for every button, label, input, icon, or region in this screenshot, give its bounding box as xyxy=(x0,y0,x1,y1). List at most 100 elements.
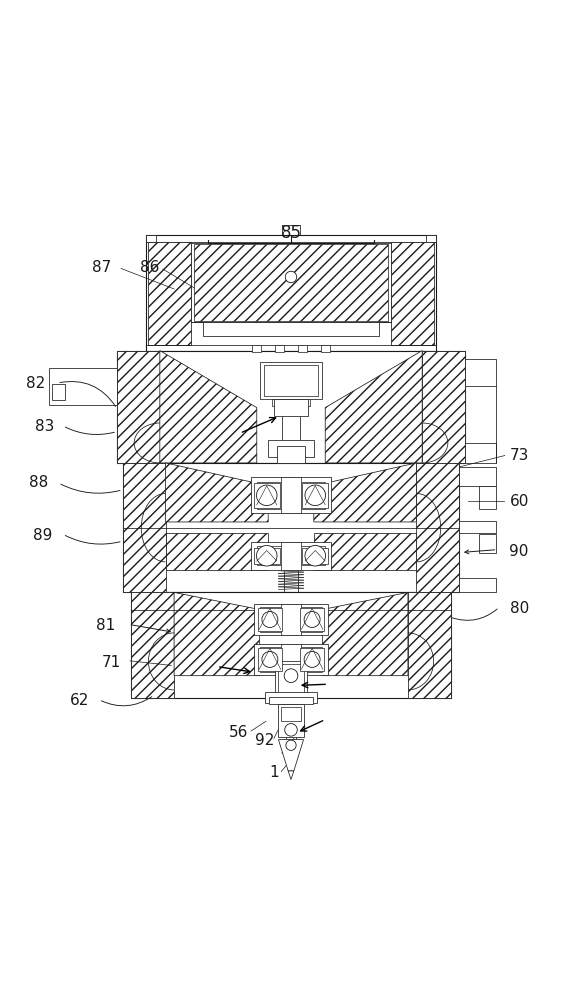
Text: 62: 62 xyxy=(70,693,90,708)
Polygon shape xyxy=(417,463,459,592)
Polygon shape xyxy=(165,463,268,522)
Bar xyxy=(258,648,282,671)
Bar xyxy=(191,243,391,322)
Bar xyxy=(265,692,317,703)
Bar xyxy=(281,542,301,570)
Bar xyxy=(275,345,284,352)
Bar xyxy=(252,345,261,352)
Bar xyxy=(479,486,496,509)
Bar xyxy=(203,322,379,336)
Bar xyxy=(251,477,331,513)
Circle shape xyxy=(286,740,296,750)
Text: 71: 71 xyxy=(102,655,121,670)
Bar xyxy=(278,664,304,693)
Text: 73: 73 xyxy=(509,448,529,463)
FancyArrowPatch shape xyxy=(465,550,495,554)
Bar xyxy=(269,697,313,704)
Polygon shape xyxy=(391,242,434,345)
Bar xyxy=(123,463,459,592)
Bar xyxy=(459,467,496,486)
Bar xyxy=(281,399,288,406)
Bar xyxy=(300,608,324,631)
Bar xyxy=(304,399,310,406)
Bar xyxy=(257,482,325,509)
Bar xyxy=(254,483,279,508)
Bar xyxy=(479,534,496,553)
Circle shape xyxy=(285,271,297,283)
Bar xyxy=(281,707,301,721)
Bar xyxy=(260,647,322,672)
Bar xyxy=(459,578,496,592)
FancyArrowPatch shape xyxy=(60,382,116,406)
Bar xyxy=(272,399,278,406)
Polygon shape xyxy=(148,242,191,345)
Polygon shape xyxy=(325,351,422,463)
Text: 88: 88 xyxy=(29,475,48,490)
Bar xyxy=(298,345,307,352)
Bar xyxy=(260,362,322,399)
Text: 60: 60 xyxy=(509,494,529,509)
FancyArrowPatch shape xyxy=(65,536,120,544)
Bar xyxy=(258,608,282,631)
Circle shape xyxy=(304,612,320,627)
Text: 56: 56 xyxy=(229,725,248,740)
FancyArrowPatch shape xyxy=(452,609,497,620)
FancyArrowPatch shape xyxy=(65,427,114,434)
Text: 83: 83 xyxy=(35,419,54,434)
Polygon shape xyxy=(322,592,408,676)
Bar xyxy=(257,546,325,565)
Bar xyxy=(254,604,328,635)
Polygon shape xyxy=(288,771,294,779)
Bar xyxy=(281,604,301,635)
Text: 86: 86 xyxy=(140,260,160,275)
Circle shape xyxy=(305,545,325,566)
Bar xyxy=(268,440,314,457)
Polygon shape xyxy=(165,533,268,570)
Bar xyxy=(146,235,156,242)
Polygon shape xyxy=(123,463,165,592)
Bar xyxy=(281,644,301,675)
Polygon shape xyxy=(422,351,465,463)
Bar xyxy=(117,351,465,463)
Bar xyxy=(321,345,330,352)
Bar xyxy=(260,607,322,632)
Bar xyxy=(303,548,328,564)
Text: 80: 80 xyxy=(509,601,529,616)
Polygon shape xyxy=(314,463,417,522)
Bar xyxy=(465,443,496,463)
Polygon shape xyxy=(194,244,388,321)
Text: 92: 92 xyxy=(254,733,274,748)
Polygon shape xyxy=(160,351,257,463)
Bar xyxy=(426,235,436,242)
Circle shape xyxy=(285,724,297,736)
Bar xyxy=(303,483,328,508)
Bar xyxy=(275,661,307,696)
Bar xyxy=(459,521,496,533)
Text: 81: 81 xyxy=(96,618,115,633)
Bar xyxy=(300,648,324,671)
Bar xyxy=(294,399,301,406)
Circle shape xyxy=(304,651,320,667)
Circle shape xyxy=(257,545,277,566)
Bar xyxy=(264,365,318,396)
Text: 91: 91 xyxy=(280,742,300,757)
Polygon shape xyxy=(314,533,417,570)
Polygon shape xyxy=(117,351,160,463)
Polygon shape xyxy=(132,592,174,698)
Text: 89: 89 xyxy=(33,528,52,543)
Circle shape xyxy=(262,651,278,667)
Bar xyxy=(276,446,305,463)
Bar xyxy=(132,592,450,698)
Polygon shape xyxy=(278,740,304,771)
Circle shape xyxy=(257,485,277,506)
Text: 82: 82 xyxy=(26,376,45,391)
Bar xyxy=(52,384,65,400)
Bar xyxy=(254,548,279,564)
FancyArrowPatch shape xyxy=(61,484,120,493)
Circle shape xyxy=(305,485,325,506)
Bar xyxy=(274,399,308,416)
Bar xyxy=(146,235,436,351)
FancyArrowPatch shape xyxy=(131,625,171,633)
Text: 87: 87 xyxy=(92,260,111,275)
Bar xyxy=(48,368,117,405)
